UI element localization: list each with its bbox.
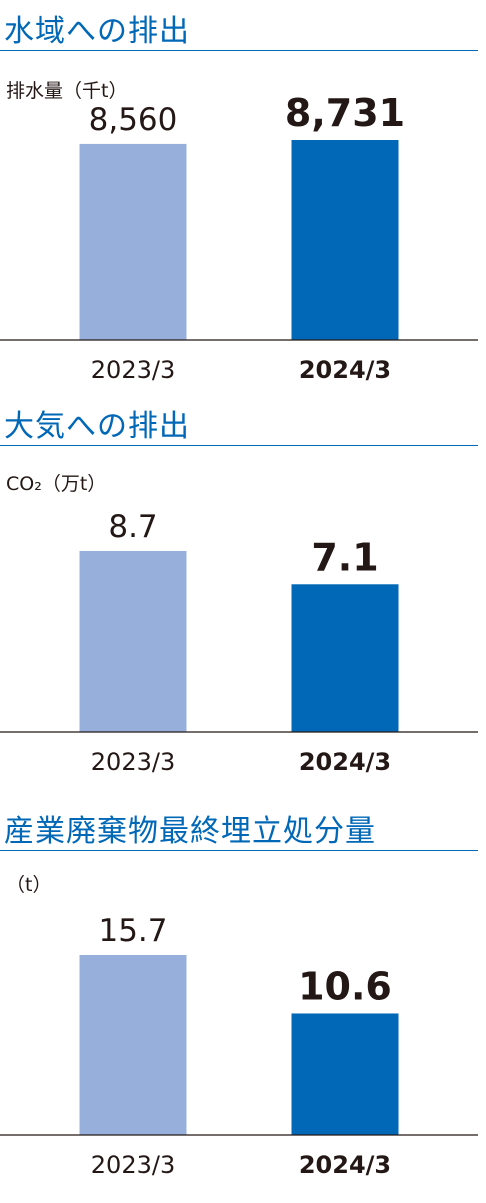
x-tick-label: 2023/3	[91, 748, 175, 776]
x-tick-label: 2024/3	[299, 748, 391, 776]
data-label: 8,731	[285, 91, 405, 135]
air-emission-section: 大気への排出 CO₂（万t） 8.7 2023/3 7.1 2024/3	[0, 395, 486, 785]
water-discharge-chart: 8,560 2023/3 8,731 2024/3	[0, 91, 478, 384]
data-label: 10.6	[298, 964, 392, 1008]
unit-label: （t）	[6, 874, 52, 896]
x-tick-label: 2023/3	[91, 356, 175, 384]
bar-2023-3	[79, 551, 187, 732]
x-tick-label: 2023/3	[91, 1151, 175, 1179]
landfill-waste-chart: 15.7 2023/3 10.6 2024/3	[0, 913, 478, 1179]
unit-label: CO₂（万t）	[6, 473, 107, 495]
landfill-waste-section: 産業廃棄物最終埋立処分量 （t） 15.7 2023/3 10.6 2024/3	[0, 800, 486, 1203]
bar-2024-3	[291, 140, 399, 340]
data-label: 8,560	[89, 102, 178, 138]
air-emission-chart: 8.7 2023/3 7.1 2024/3	[0, 509, 478, 776]
section-title: 産業廃棄物最終埋立処分量	[4, 814, 376, 849]
title-divider	[0, 50, 478, 51]
x-tick-label: 2024/3	[299, 356, 391, 384]
section-title: 水域への排出	[4, 14, 190, 49]
bar-2024-3	[291, 584, 399, 732]
bar-2024-3	[291, 1013, 399, 1135]
data-label: 7.1	[311, 535, 378, 579]
unit-label: 排水量（千t）	[6, 80, 128, 102]
data-label: 15.7	[98, 913, 167, 949]
bar-2023-3	[79, 143, 187, 340]
bar-2023-3	[79, 955, 187, 1135]
water-discharge-section: 水域への排出 排水量（千t） 8,560 2023/3 8,731 2024/3	[0, 0, 486, 390]
data-label: 8.7	[108, 509, 157, 545]
title-divider	[0, 850, 478, 851]
section-title: 大気への排出	[4, 409, 190, 444]
x-tick-label: 2024/3	[299, 1151, 391, 1179]
title-divider	[0, 445, 478, 446]
